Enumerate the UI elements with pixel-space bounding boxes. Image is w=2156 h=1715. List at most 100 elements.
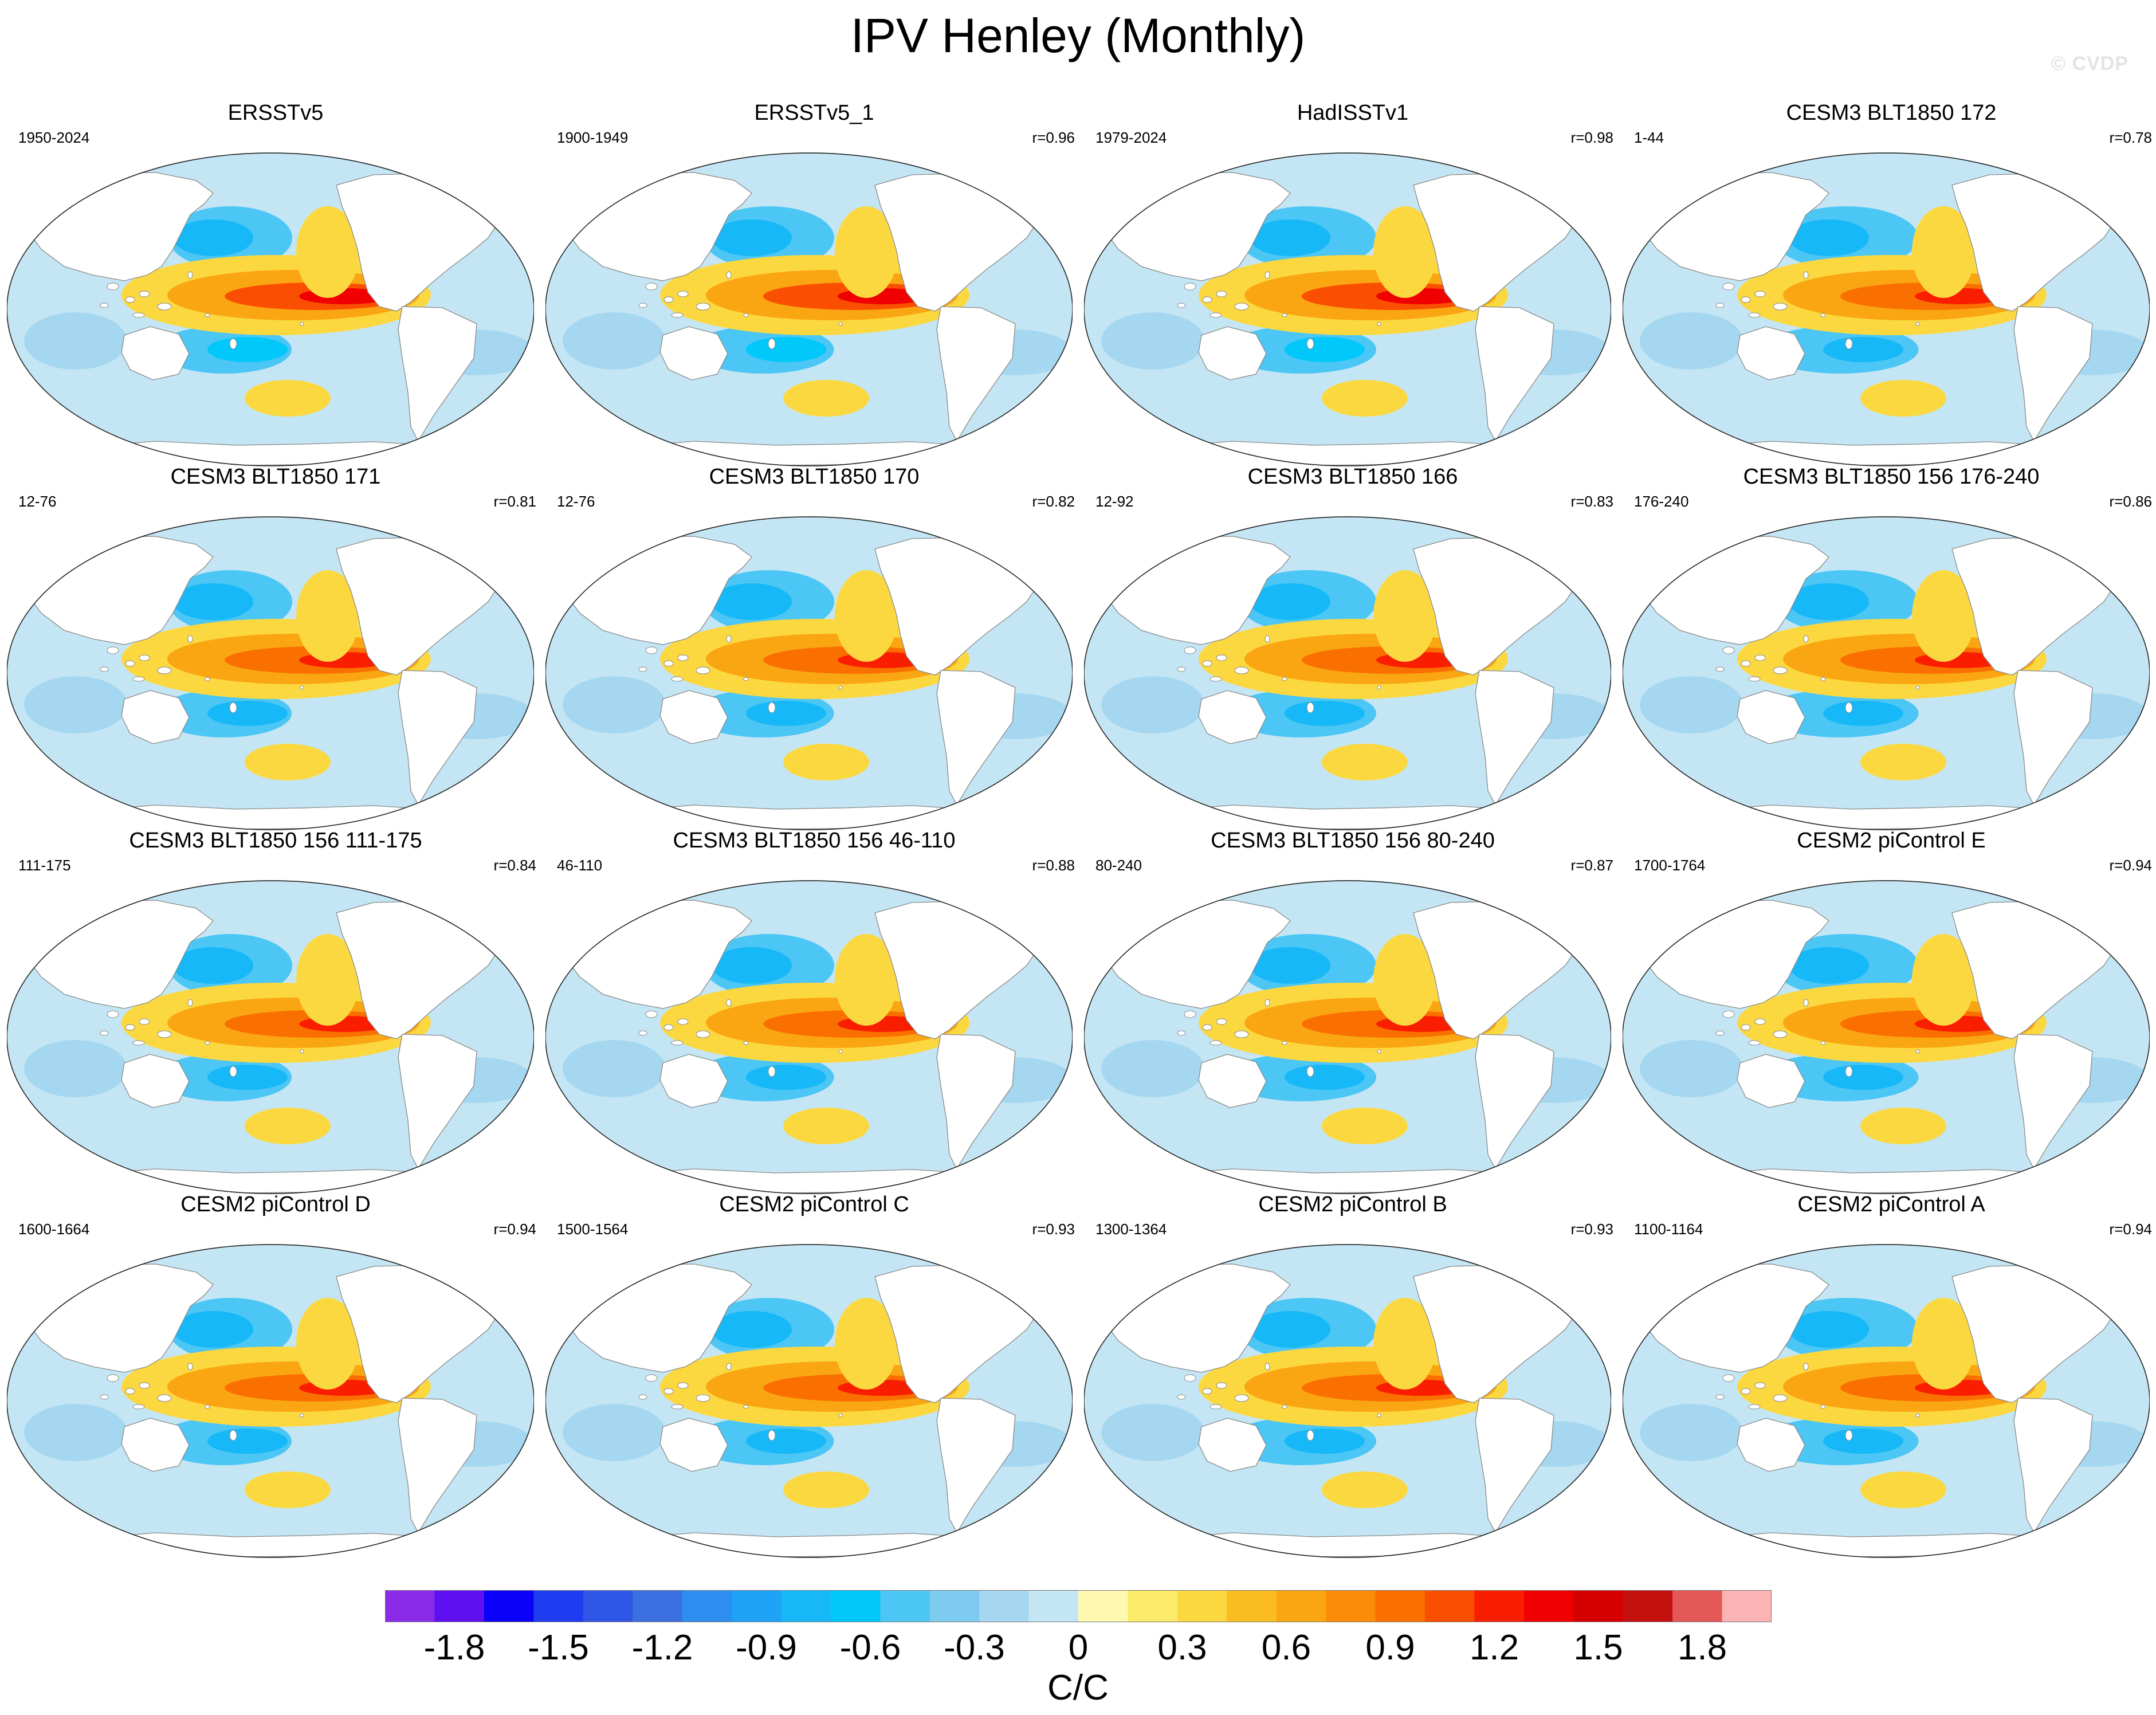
colorbar-tick-label: 1.5 [1573, 1628, 1623, 1667]
regression-map [1084, 1244, 1611, 1558]
island-outline [157, 303, 172, 311]
island-outline [1754, 654, 1766, 661]
panel-correlation-label: r=0.81 [493, 493, 536, 510]
colorbar-box [1078, 1590, 1128, 1622]
regression-map [7, 516, 534, 830]
panel-title: CESM3 BLT1850 172 [1786, 101, 1997, 125]
island-outline [743, 1041, 749, 1045]
island-outline [1748, 1404, 1761, 1410]
island-outline [1773, 1394, 1788, 1402]
colorbar-box [1177, 1590, 1227, 1622]
island-outline [1754, 1018, 1766, 1025]
island-outline [638, 1030, 647, 1036]
south-pacific-cool-core [1285, 701, 1365, 726]
island-outline [1748, 312, 1761, 318]
island-outline [1209, 1404, 1222, 1410]
south-america-land [398, 1034, 477, 1170]
panel-title: CESM3 BLT1850 156 111-175 [129, 829, 422, 853]
island-outline [726, 999, 732, 1007]
south-america-land [398, 306, 477, 442]
island-outline [157, 666, 172, 674]
australia-land [1737, 326, 1805, 380]
island-outline [229, 1430, 237, 1441]
panel-period-label: 80-240 [1095, 857, 1142, 874]
north-america-coast-warm [835, 934, 898, 1026]
colorbar-box [1276, 1590, 1326, 1622]
panel-period-label: 12-76 [18, 493, 57, 510]
panel-correlation-label: r=0.82 [1032, 493, 1075, 510]
island-outline [1915, 1413, 1920, 1418]
south-pacific-cool-core [207, 1428, 288, 1454]
south-pacific-cool-core [1823, 701, 1903, 726]
map-border [1623, 880, 2150, 1194]
island-outline [139, 654, 150, 661]
antarctica-land [625, 804, 993, 830]
south-america-land [398, 1398, 477, 1534]
island-outline [1803, 271, 1809, 279]
island-outline [229, 1066, 237, 1077]
colorbar-tick-label: 0 [1068, 1628, 1089, 1667]
island-outline [1915, 1049, 1920, 1054]
map-panel: CESM2 piControl A 1100-1164 r=0.94 [1623, 1192, 2156, 1559]
north-pacific-cool-core [1789, 583, 1869, 620]
greenland-land [2098, 894, 2138, 926]
panel-period-label: 1300-1364 [1095, 1220, 1167, 1238]
island-outline [1715, 1030, 1725, 1036]
panel-period-label: 1979-2024 [1095, 129, 1167, 146]
colorbar-box [1573, 1590, 1624, 1622]
island-outline [1234, 1394, 1249, 1402]
panel-correlation-label: r=0.87 [1570, 857, 1613, 874]
island-outline [1184, 1374, 1196, 1382]
island-outline [1177, 1394, 1186, 1400]
map-field [7, 152, 534, 466]
map-border [545, 152, 1073, 466]
indian-ocean-cool-patch [563, 1040, 666, 1097]
island-outline [638, 1394, 647, 1400]
indian-ocean-cool-patch [24, 312, 127, 370]
island-outline [1715, 1394, 1725, 1400]
colorbar-box [1672, 1590, 1723, 1622]
south-america-land [1475, 670, 1554, 806]
map-panel: CESM2 piControl E 1700-1764 r=0.94 [1623, 828, 2156, 1195]
island-outline [187, 1363, 193, 1371]
indian-ocean-cool-patch [24, 1404, 127, 1461]
island-outline [125, 296, 135, 303]
regression-map [1623, 152, 2150, 466]
south-pacific-cool-core [746, 1428, 826, 1454]
regression-map [545, 880, 1073, 1194]
australia-land [121, 326, 190, 380]
regression-map [1084, 152, 1611, 466]
island-outline [187, 271, 193, 279]
panel-period-label: 12-92 [1095, 493, 1134, 510]
greenland-land [1020, 166, 1061, 198]
north-pacific-cool-core [1250, 583, 1330, 620]
map-panel: CESM3 BLT1850 171 12-76 r=0.81 [7, 464, 544, 831]
island-outline [838, 685, 843, 690]
island-outline [205, 1404, 210, 1409]
southern-ocean-warm [1322, 1108, 1408, 1144]
colorbar-box [1128, 1590, 1178, 1622]
indian-ocean-cool-patch [563, 312, 666, 370]
island-outline [205, 677, 210, 681]
island-outline [132, 1404, 145, 1410]
south-pacific-cool-core [1823, 1428, 1903, 1454]
panel-correlation-label: r=0.94 [2109, 857, 2152, 874]
figure-title: IPV Henley (Monthly) [850, 9, 1306, 62]
island-outline [1282, 677, 1287, 681]
australia-land [659, 326, 728, 380]
island-outline [300, 1413, 304, 1418]
panel-correlation-label: r=0.93 [1570, 1220, 1613, 1238]
island-outline [1773, 303, 1788, 311]
regression-map [7, 880, 534, 1194]
island-outline [726, 1363, 732, 1371]
antarctica-land [1164, 1168, 1532, 1194]
island-outline [1282, 1404, 1287, 1409]
island-outline [100, 1030, 109, 1036]
island-outline [1915, 321, 1920, 326]
island-outline [696, 1030, 710, 1038]
colorbar-box [781, 1590, 831, 1622]
north-america-coast-warm [1912, 570, 1975, 662]
south-america-land [1475, 306, 1554, 442]
panel-period-label: 1-44 [1634, 129, 1664, 146]
antarctica-land [625, 1532, 993, 1557]
